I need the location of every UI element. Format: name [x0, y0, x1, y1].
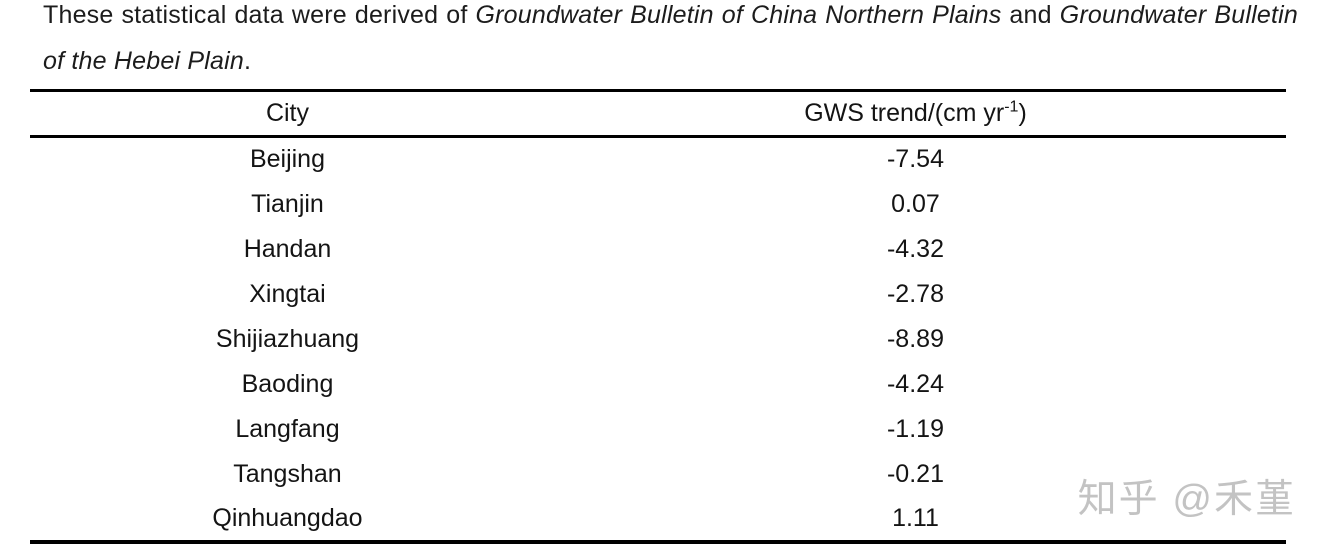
city-cell: Langfang	[235, 414, 340, 443]
gws-trend-table: City GWS trend/(cm yr-1) Beijing -7.54 T…	[30, 89, 1286, 544]
table-row: Xingtai -2.78	[30, 272, 1286, 317]
trend-value-cell: -4.32	[886, 234, 944, 263]
table-header: City GWS trend/(cm yr-1)	[30, 91, 1286, 137]
city-cell: Beijing	[249, 145, 325, 174]
city-cell: Tangshan	[233, 459, 342, 488]
caption-intro-text: These statistical data were derived of	[43, 1, 476, 29]
trend-value-cell: -8.89	[886, 324, 944, 353]
gws-trend-unit-prefix: GWS trend/(cm yr	[804, 99, 1005, 127]
table-row: Tangshan -0.21	[30, 452, 1286, 497]
city-cell: Xingtai	[249, 279, 326, 308]
trend-value-cell: 0.07	[891, 189, 940, 218]
caption-period: .	[243, 47, 252, 75]
gws-trend-unit-exponent: -1	[1004, 98, 1019, 116]
table-row: Shijiazhuang -8.89	[30, 317, 1286, 362]
table-row: Beijing -7.54	[30, 137, 1286, 182]
table-header-row: City GWS trend/(cm yr-1)	[30, 91, 1286, 137]
column-header-gws-trend: GWS trend/(cm yr-1)	[545, 91, 1286, 137]
trend-value-cell: -0.21	[886, 459, 944, 488]
trend-value-cell: -1.19	[886, 414, 944, 443]
gws-trend-unit-suffix: )	[1018, 99, 1027, 127]
caption-source-title-1: Groundwater Bulletin of China Northern P…	[475, 1, 1002, 29]
table-row: Langfang -1.19	[30, 407, 1286, 452]
caption-conjunction: and	[1001, 1, 1060, 29]
city-cell: Qinhuangdao	[212, 503, 363, 532]
city-cell: Tianjin	[251, 189, 324, 218]
table-body: Beijing -7.54 Tianjin 0.07 Handan -4.32 …	[30, 137, 1286, 542]
trend-value-cell: -4.24	[886, 369, 944, 398]
table-row: Baoding -4.24	[30, 362, 1286, 407]
trend-value-cell: -7.54	[886, 145, 944, 174]
city-cell: Handan	[243, 234, 332, 263]
trend-value-cell: -2.78	[886, 279, 944, 308]
table-row: Tianjin 0.07	[30, 182, 1286, 227]
table-row: Handan -4.32	[30, 227, 1286, 272]
table-caption: These statistical data were derived of G…	[0, 0, 1318, 84]
city-cell: Shijiazhuang	[215, 324, 360, 353]
caption-source-title-2: Groundwater Bulletin of the Hebei Plain	[43, 1, 1298, 75]
column-header-city: City	[265, 99, 309, 127]
trend-value-cell: 1.11	[892, 503, 939, 532]
zhihu-watermark: 知乎 @禾堇	[1077, 478, 1296, 521]
city-cell: Baoding	[241, 369, 334, 398]
table-row: Qinhuangdao 1.11	[30, 497, 1286, 542]
